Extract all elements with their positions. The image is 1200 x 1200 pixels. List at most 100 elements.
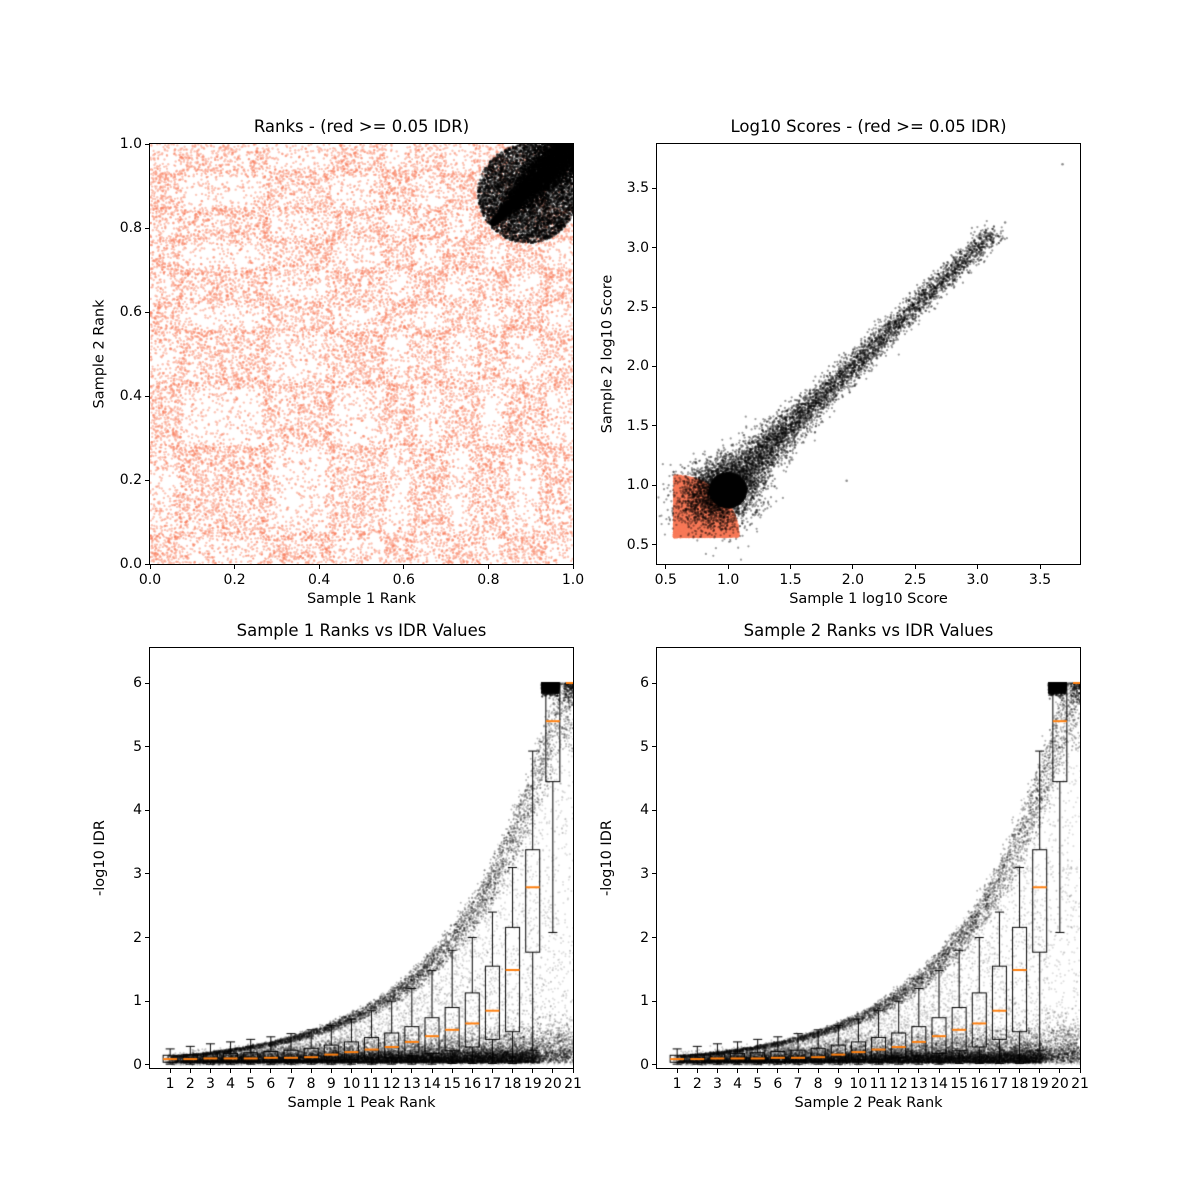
x-tick-mark: [1059, 1069, 1061, 1073]
y-tick-label: 3.5: [626, 180, 649, 197]
plot-area: [656, 143, 1081, 565]
x-tick-mark: [898, 1069, 900, 1073]
x-tick-mark: [451, 1069, 453, 1073]
x-tick-mark: [487, 565, 489, 569]
x-tick-label: 2.5: [904, 572, 927, 588]
x-tick-label: 21: [1071, 1076, 1089, 1092]
x-tick-mark: [1039, 565, 1041, 569]
x-tick-mark: [230, 1069, 232, 1073]
x-tick-mark: [572, 1069, 574, 1073]
y-tick-mark: [652, 873, 656, 875]
x-tick-mark: [234, 565, 236, 569]
x-tick-mark: [1079, 1069, 1081, 1073]
x-axis-label: Sample 2 Peak Rank: [794, 1095, 943, 1111]
x-tick-label: 13: [402, 1076, 421, 1092]
x-tick-mark: [757, 1069, 759, 1073]
x-tick-mark: [169, 1069, 171, 1073]
x-tick-label: 2: [692, 1076, 702, 1092]
x-tick-mark: [330, 1069, 332, 1073]
x-tick-mark: [491, 1069, 493, 1073]
x-tick-mark: [777, 1069, 779, 1073]
x-tick-mark: [817, 1069, 819, 1073]
x-tick-mark: [250, 1069, 252, 1073]
y-tick-label: 0.0: [119, 556, 142, 572]
x-tick-mark: [552, 1069, 554, 1073]
x-tick-mark: [532, 1069, 534, 1073]
x-tick-label: 3.0: [966, 572, 989, 588]
y-tick-label: 0.2: [119, 472, 142, 488]
y-tick-label: 0.8: [119, 220, 142, 236]
x-tick-mark: [270, 1069, 272, 1073]
y-tick-mark: [652, 746, 656, 748]
y-tick-mark: [652, 937, 656, 939]
x-tick-label: 15: [443, 1076, 462, 1092]
x-tick-label: 11: [362, 1076, 381, 1092]
scatter-boxplot-canvas: [657, 648, 1080, 1068]
x-tick-mark: [189, 1069, 191, 1073]
x-tick-mark: [403, 565, 405, 569]
x-tick-mark: [716, 1069, 718, 1073]
x-tick-mark: [411, 1069, 413, 1073]
y-tick-label: 0.4: [119, 388, 142, 404]
x-tick-label: 1: [165, 1076, 175, 1092]
x-tick-mark: [878, 1069, 880, 1073]
x-tick-mark: [318, 565, 320, 569]
x-tick-label: 20: [1050, 1076, 1069, 1092]
x-tick-label: 0.8: [477, 572, 500, 588]
y-tick-mark: [145, 479, 149, 481]
y-tick-mark: [145, 682, 149, 684]
y-tick-label: 3: [133, 865, 142, 882]
x-tick-label: 12: [382, 1076, 401, 1092]
y-tick-label: 3.0: [626, 239, 649, 256]
x-tick-label: 0.5: [654, 572, 677, 588]
y-tick-mark: [652, 484, 656, 486]
x-tick-mark: [290, 1069, 292, 1073]
x-tick-label: 14: [930, 1076, 948, 1092]
x-tick-label: 16: [463, 1076, 482, 1092]
x-tick-mark: [857, 1069, 859, 1073]
y-tick-label: 2.0: [626, 358, 649, 375]
x-tick-label: 1.0: [561, 572, 585, 588]
x-tick-label: 0.2: [223, 572, 246, 588]
scatter-boxplot-canvas: [150, 648, 573, 1068]
x-tick-label: 0.4: [308, 572, 331, 588]
x-tick-mark: [918, 1069, 920, 1073]
y-tick-mark: [652, 247, 656, 248]
x-axis-label: Sample 1 Rank: [306, 591, 417, 607]
y-tick-label: 4: [133, 802, 142, 819]
x-tick-label: 5: [753, 1076, 763, 1092]
y-tick-label: 1: [640, 993, 649, 1010]
y-tick-label: 1: [133, 993, 142, 1010]
plot-area: [149, 143, 574, 565]
plot-area: [149, 647, 574, 1069]
x-tick-label: 5: [246, 1076, 256, 1092]
x-tick-label: 7: [793, 1076, 803, 1092]
x-tick-mark: [837, 1069, 839, 1073]
x-tick-mark: [471, 1069, 473, 1073]
y-tick-mark: [145, 873, 149, 875]
y-tick-mark: [145, 746, 149, 748]
x-tick-label: 2.0: [841, 572, 865, 588]
x-tick-label: 21: [564, 1076, 582, 1092]
y-axis-label: Sample 2 Rank: [92, 299, 109, 409]
x-tick-mark: [665, 565, 667, 569]
x-tick-mark: [790, 565, 791, 569]
y-tick-mark: [652, 1000, 656, 1002]
y-tick-mark: [145, 1064, 149, 1066]
x-tick-label: 20: [543, 1076, 562, 1092]
x-tick-label: 3.5: [1028, 572, 1052, 588]
y-tick-mark: [652, 809, 656, 811]
x-tick-label: 17: [990, 1076, 1009, 1092]
y-axis-label: Sample 2 log10 Score: [599, 274, 615, 434]
x-tick-label: 14: [423, 1076, 441, 1092]
y-tick-label: 0: [133, 1056, 142, 1073]
y-tick-label: 4: [640, 802, 649, 819]
x-tick-mark: [727, 565, 729, 569]
y-tick-label: 6: [133, 675, 142, 691]
x-tick-label: 10: [342, 1076, 361, 1092]
y-tick-label: 6: [640, 675, 649, 691]
x-tick-mark: [958, 1069, 960, 1073]
x-tick-label: 4: [733, 1076, 743, 1092]
y-tick-label: 1.0: [119, 136, 142, 152]
x-tick-mark: [209, 1069, 211, 1073]
